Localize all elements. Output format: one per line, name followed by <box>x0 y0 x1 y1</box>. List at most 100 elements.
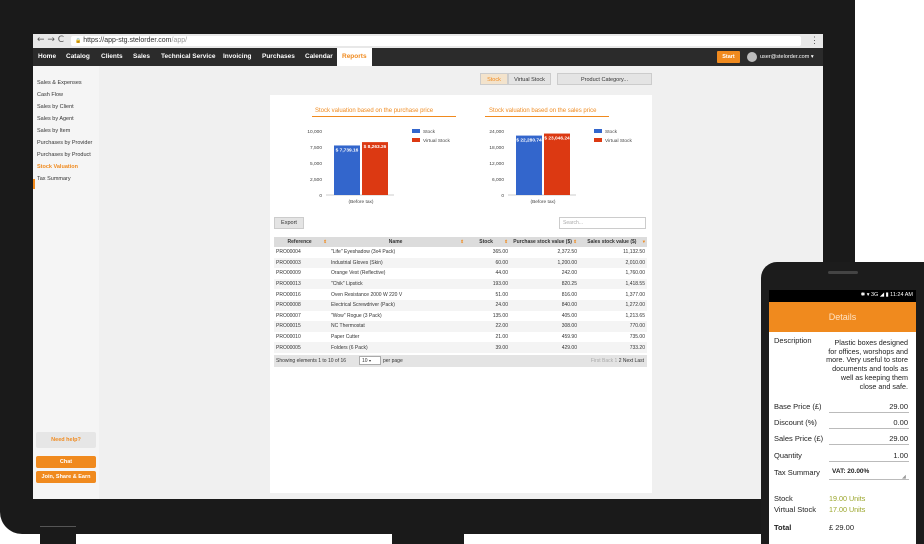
table-footer: Showing elements 1 to 10 of 16 10 ▾ per … <box>274 355 647 367</box>
pager-first[interactable]: First <box>590 358 601 364</box>
bar-data-label: $ 22,280.74 <box>516 138 542 144</box>
cell-name: Paper Cutter <box>331 334 360 341</box>
product-category-dropdown[interactable]: Product Category... <box>557 73 652 85</box>
column-header-purchase-value[interactable]: Purchase stock value ($) ⇕ <box>510 237 579 247</box>
tab-home[interactable]: Home <box>38 53 57 60</box>
sidebar: Sales & Expenses Cash Flow Sales by Clie… <box>33 66 99 499</box>
join-share-earn-button[interactable]: Join, Share & Earn <box>36 471 96 483</box>
report-panel: Stock valuation based on the purchase pr… <box>270 95 652 493</box>
user-menu[interactable]: user@stelorder.com ▾ <box>760 48 814 66</box>
cell-reference: PRO00016 <box>276 291 301 298</box>
discount-field[interactable]: 0.00 <box>893 418 908 427</box>
description-label: Description <box>774 336 812 345</box>
address-bar[interactable]: 🔒 https://app-stg.stelorder.com/app/ <box>71 36 801 46</box>
sidebar-item-sales-by-item[interactable]: Sales by Item <box>37 128 71 134</box>
table-row[interactable]: PRO00013 "Chik" Lipstick 193.00 820.25 1,418… <box>274 278 647 290</box>
table-row[interactable]: PRO00007 "Wow" Rogue (3 Pack) 135.00 405.00… <box>274 311 647 322</box>
status-indicators: ✱ ▾ 3G ◢ ▮ 11:24 AM <box>860 292 913 298</box>
column-header-sales-value[interactable]: Sales stock value ($) ▾ <box>579 237 647 247</box>
tab-catalog[interactable]: Catalog <box>66 53 90 60</box>
start-button[interactable]: Start <box>717 51 740 63</box>
pager-page-2[interactable]: 2 <box>618 358 622 364</box>
per-page-label: per page <box>383 358 403 364</box>
legend-swatch <box>594 129 602 133</box>
table-row[interactable]: PRO00003 Industrial Gloves (Skin) 60.00 1,2… <box>274 257 647 269</box>
pager-back[interactable]: Back <box>602 358 614 364</box>
cell-reference: PRO00007 <box>276 312 301 319</box>
table-row[interactable]: PRO00010 Paper Cutter 21.00 459.90 735.00 <box>274 332 647 343</box>
sidebar-item-cash-flow[interactable]: Cash Flow <box>37 92 63 98</box>
table-row[interactable]: PRO00015 NC Thermostat 22.00 308.00 770.00 <box>274 321 647 332</box>
cell-stock: 135.00 <box>492 312 508 319</box>
sales-price-field[interactable]: 29.00 <box>889 434 908 443</box>
total-value: £ 29.00 <box>829 523 855 532</box>
tab-invoicing[interactable]: Invoicing <box>223 53 252 60</box>
cell-sales-value: 1,377.00 <box>625 291 645 298</box>
chart-2-title: Stock valuation based on the sales price <box>489 108 597 114</box>
sidebar-item-sales-by-agent[interactable]: Sales by Agent <box>37 116 74 122</box>
cell-purchase-value: 308.00 <box>510 321 579 332</box>
tab-technical-service[interactable]: Technical Service <box>161 53 216 60</box>
cell-name: "Wow" Rogue (3 Pack) <box>331 312 382 319</box>
table-row[interactable]: PRO00004 "Life" Eyeshadow (3x4 Pack) 365.0… <box>274 247 647 258</box>
cell-sales-value: 1,272.00 <box>579 299 647 311</box>
cell-stock: 51.00 <box>495 291 508 298</box>
column-header-name[interactable]: Name ⇕ <box>329 237 466 247</box>
table-row[interactable]: PRO00009 Orange Vest (Reflective) 44.00 242… <box>274 268 647 279</box>
cell-reference: PRO00005 <box>274 342 329 353</box>
need-help-label: Need help? <box>36 432 96 448</box>
tab-clients[interactable]: Clients <box>101 53 123 60</box>
cell-name: Oven Resistance 2000 W 220 V <box>331 291 403 298</box>
lock-icon: 🔒 <box>75 38 82 44</box>
tab-reports[interactable]: Reports <box>337 48 372 66</box>
sidebar-item-tax-summary[interactable]: Tax Summary <box>37 176 71 182</box>
stock-toggle[interactable]: Stock <box>480 73 508 85</box>
y-tick-label: 0 <box>319 193 322 199</box>
search-input[interactable]: Search... <box>559 217 646 229</box>
per-page-select[interactable]: 10 ▾ <box>359 356 381 365</box>
tab-calendar[interactable]: Calendar <box>305 53 333 60</box>
sidebar-item-purchases-by-product[interactable]: Purchases by Product <box>37 152 91 158</box>
column-header-stock[interactable]: Stock ⇕ <box>466 237 510 247</box>
sidebar-item-sales-expenses[interactable]: Sales & Expenses <box>37 80 82 86</box>
tab-purchases[interactable]: Purchases <box>262 53 295 60</box>
quantity-label: Quantity <box>774 451 802 460</box>
virtual-stock-value: 17.00 Units <box>829 505 866 514</box>
y-tick-label: 2,500 <box>310 177 322 183</box>
virtual-stock-toggle[interactable]: Virtual Stock <box>508 73 551 85</box>
legend-swatch <box>594 138 602 142</box>
browser-nav-icons[interactable]: ← → C <box>37 35 65 45</box>
cell-stock: 24.00 <box>466 299 510 311</box>
chat-button[interactable]: Chat <box>36 456 96 468</box>
base-price-field[interactable]: 29.00 <box>889 402 908 411</box>
phone-device: ✱ ▾ 3G ◢ ▮ 11:24 AM Details Description … <box>761 262 924 544</box>
sort-icon: ⇕ <box>573 239 577 244</box>
table-row[interactable]: PRO00008 Electrical Screwdriver (Pack) 24.… <box>274 299 647 311</box>
export-button[interactable]: Export <box>274 217 304 229</box>
browser-menu-icon[interactable]: ⋮ <box>810 35 819 45</box>
table-row[interactable]: PRO00005 Folders (6 Pack) 39.00 429.00 733.2… <box>274 342 647 353</box>
cell-purchase-value: 840.00 <box>510 299 579 311</box>
cell-name: Orange Vest (Reflective) <box>331 270 386 277</box>
tax-select[interactable]: VAT: 20.00% <box>832 468 870 475</box>
tab-sales[interactable]: Sales <box>133 53 150 60</box>
dropdown-corner-icon: ◢ <box>902 474 906 480</box>
sales-price-label: Sales Price (£) <box>774 434 824 443</box>
cell-sales-value: 11,132.50 <box>623 249 645 256</box>
pager-next[interactable]: Next <box>622 358 634 364</box>
sidebar-item-stock-valuation[interactable]: Stock Valuation <box>37 164 78 170</box>
table-row[interactable]: PRO00016 Oven Resistance 2000 W 220 V 51.0… <box>274 289 647 300</box>
base-price-underline <box>829 412 909 413</box>
sidebar-item-purchases-by-provider[interactable]: Purchases by Provider <box>37 140 93 146</box>
quantity-field[interactable]: 1.00 <box>893 451 908 460</box>
pager-page-1[interactable]: 1 <box>614 358 618 364</box>
avatar[interactable] <box>747 52 757 62</box>
column-header-reference[interactable]: Reference ⇕ <box>274 237 329 247</box>
tax-underline <box>829 479 909 480</box>
phone-screen: ✱ ▾ 3G ◢ ▮ 11:24 AM Details Description … <box>769 290 916 544</box>
x-category-label: (Before tax) <box>348 199 373 205</box>
pager-last[interactable]: Last <box>634 358 644 364</box>
tax-summary-label: Tax Summary <box>774 468 820 477</box>
virtual-stock-label: Virtual Stock <box>774 505 816 514</box>
sidebar-item-sales-by-client[interactable]: Sales by Client <box>37 104 74 110</box>
